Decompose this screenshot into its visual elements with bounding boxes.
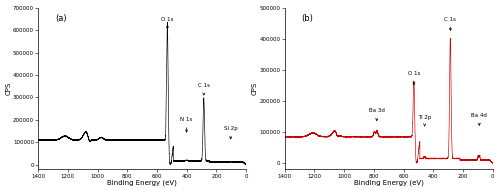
Text: (b): (b) [302, 14, 313, 23]
Text: O 1s: O 1s [161, 17, 173, 29]
Text: Ba 3d: Ba 3d [369, 108, 384, 121]
Text: Si 2p: Si 2p [224, 126, 237, 139]
Text: O 1s: O 1s [408, 71, 420, 85]
Text: C 1s: C 1s [444, 17, 456, 31]
Y-axis label: CPS: CPS [6, 82, 12, 95]
X-axis label: Binding Energy (eV): Binding Energy (eV) [107, 180, 177, 186]
Text: Ti 2p: Ti 2p [418, 115, 432, 126]
Text: (a): (a) [55, 14, 66, 23]
Y-axis label: CPS: CPS [252, 82, 258, 95]
X-axis label: Binding Energy (eV): Binding Energy (eV) [354, 180, 424, 186]
Text: N 1s: N 1s [180, 117, 192, 132]
Text: C 1s: C 1s [198, 84, 210, 95]
Text: Ba 4d: Ba 4d [472, 113, 488, 125]
